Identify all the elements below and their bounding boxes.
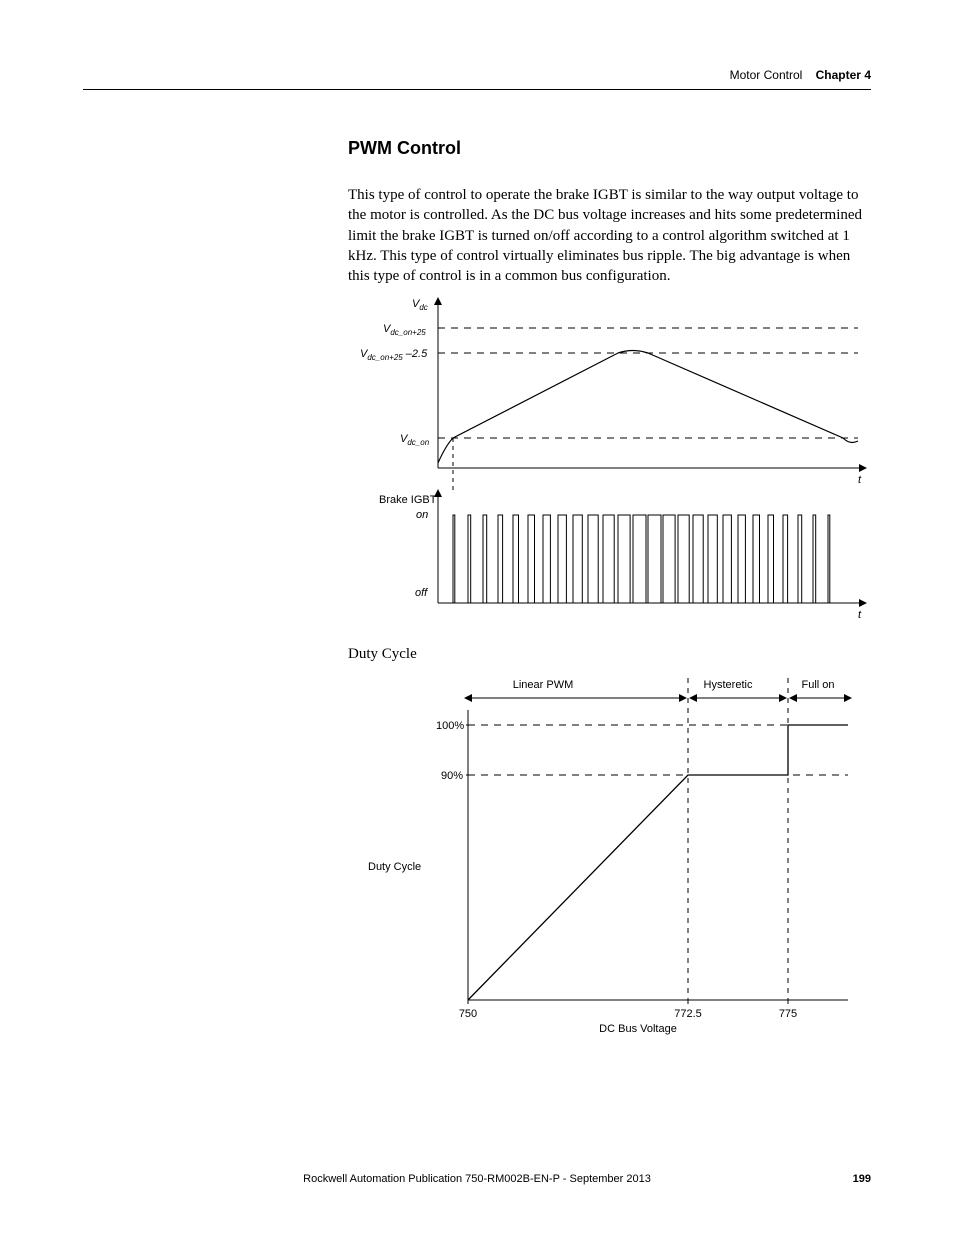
header-rule <box>83 89 871 90</box>
ytick-100: 100% <box>436 720 464 732</box>
body-paragraph: This type of control to operate the brak… <box>348 185 871 286</box>
brake-igbt-plot: Brake IGBT on off t <box>379 493 863 621</box>
header-chapter: Chapter 4 <box>816 68 871 82</box>
vdc-brake-chart: Vdc Vdc_on+25 Vdc_on+25 –2.5 Vdc <box>348 293 871 633</box>
region-hysteretic: Hysteretic <box>704 679 753 691</box>
y-axis-label-2: Duty Cycle <box>368 861 421 873</box>
section-title: PWM Control <box>348 138 461 159</box>
x-axis-label-2: t <box>858 609 862 621</box>
off-label: off <box>415 587 428 599</box>
level-3-label: Vdc_on <box>400 433 430 447</box>
x-axis-label-3: DC Bus Voltage <box>599 1023 677 1035</box>
header-right: Motor Control Chapter 4 <box>730 68 871 82</box>
vdc-plot: Vdc Vdc_on+25 Vdc_on+25 –2.5 Vdc <box>360 298 863 493</box>
brake-igbt-label: Brake IGBT <box>379 494 437 506</box>
on-label: on <box>416 509 428 521</box>
level-1-label: Vdc_on+25 <box>383 323 426 337</box>
level-2-label: Vdc_on+25 –2.5 <box>360 348 428 362</box>
duty-cycle-chart: Linear PWM Hysteretic Full on 100% 90% D… <box>348 670 871 1045</box>
ytick-90: 90% <box>441 770 463 782</box>
duty-cycle-heading: Duty Cycle <box>348 646 417 663</box>
page: Motor Control Chapter 4 PWM Control This… <box>0 0 954 1235</box>
xtick-775: 775 <box>779 1008 797 1020</box>
y-axis-label: Vdc <box>412 298 428 312</box>
page-number: 199 <box>853 1173 871 1185</box>
xtick-750: 750 <box>459 1008 477 1020</box>
x-axis-label-1: t <box>858 474 862 486</box>
region-linear: Linear PWM <box>513 679 574 691</box>
footer-pub: Rockwell Automation Publication 750-RM00… <box>0 1173 954 1185</box>
region-fullon: Full on <box>801 679 834 691</box>
header-section: Motor Control <box>730 68 803 82</box>
xtick-7725: 772.5 <box>674 1008 702 1020</box>
